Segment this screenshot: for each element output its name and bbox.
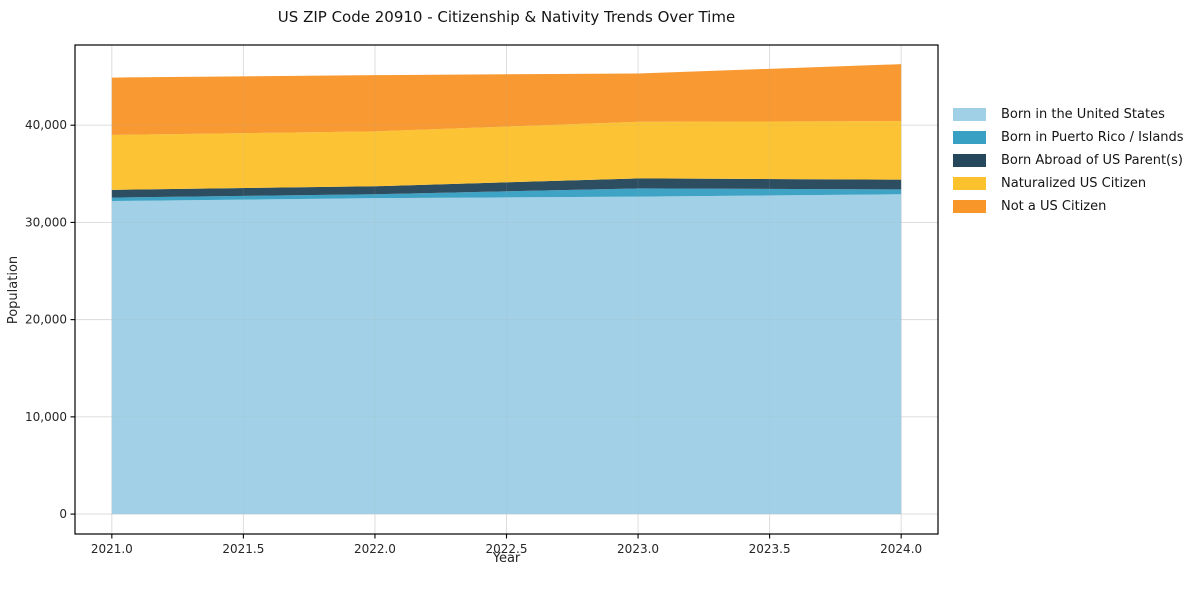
legend-item: Born in the United States bbox=[953, 103, 1184, 126]
y-tick-label: 20,000 bbox=[25, 313, 67, 327]
area-born-in-the-united-states bbox=[111, 194, 902, 515]
legend-item: Naturalized US Citizen bbox=[953, 172, 1184, 195]
legend-item: Born Abroad of US Parent(s) bbox=[953, 149, 1184, 172]
x-tick-label: 2022.5 bbox=[486, 542, 528, 556]
legend-label: Naturalized US Citizen bbox=[1001, 176, 1147, 191]
legend-item: Not a US Citizen bbox=[953, 195, 1184, 218]
legend-swatch bbox=[953, 200, 986, 213]
legend-label: Born in the United States bbox=[1001, 107, 1165, 122]
legend-swatch bbox=[953, 177, 986, 190]
area-born-abroad-of-us-parent-s bbox=[111, 178, 902, 198]
x-axis: 2021.0 2021.5 2022.0 2022.5 2023.0 2023.5 2024… bbox=[91, 534, 922, 556]
x-tick-label: 2022.0 bbox=[354, 542, 396, 556]
y-tick-label: 10,000 bbox=[25, 410, 67, 424]
area-naturalized-us-citizen bbox=[111, 121, 902, 190]
y-axis-label: Population bbox=[6, 255, 21, 325]
x-tick-label: 2024.0 bbox=[880, 542, 922, 556]
y-axis: 0 10,000 20,000 30,000 40,000 bbox=[25, 118, 75, 521]
area-born-in-puerto-rico-islands bbox=[111, 188, 902, 202]
x-tick-label: 2023.5 bbox=[749, 542, 791, 556]
y-tick-label: 40,000 bbox=[25, 118, 67, 132]
area-not-a-us-citizen bbox=[111, 64, 902, 135]
x-tick-label: 2023.0 bbox=[617, 542, 659, 556]
x-axis-label: Year bbox=[492, 551, 521, 566]
legend: Born in the United States Born in Puerto… bbox=[953, 103, 1184, 218]
stacked-areas bbox=[111, 64, 902, 515]
y-tick-label: 0 bbox=[59, 507, 67, 521]
y-tick-label: 30,000 bbox=[25, 215, 67, 229]
legend-label: Not a US Citizen bbox=[1001, 199, 1107, 214]
legend-swatch bbox=[953, 154, 986, 167]
x-tick-label: 2021.5 bbox=[222, 542, 264, 556]
x-tick-label: 2021.0 bbox=[91, 542, 133, 556]
legend-item: Born in Puerto Rico / Islands bbox=[953, 126, 1184, 149]
legend-label: Born in Puerto Rico / Islands bbox=[1001, 130, 1184, 145]
legend-swatch bbox=[953, 131, 986, 144]
legend-label: Born Abroad of US Parent(s) bbox=[1001, 153, 1183, 168]
chart-title: US ZIP Code 20910 - Citizenship & Nativi… bbox=[277, 8, 736, 26]
legend-swatch bbox=[953, 108, 986, 121]
